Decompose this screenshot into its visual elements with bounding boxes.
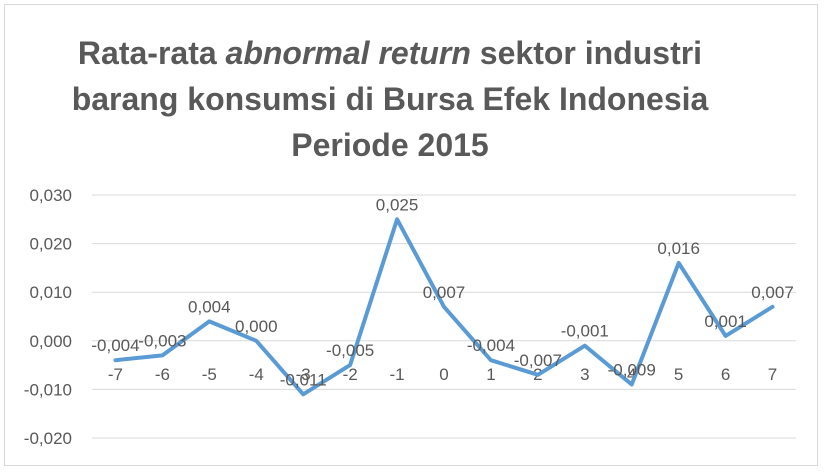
x-category-label: 7 [768,365,777,384]
y-axis-tick-labels: 0,030 0,020 0,010 0,000 -0,010 -0,020 [24,186,72,448]
data-point [161,354,163,356]
y-tick-label: 0,000 [29,332,72,351]
data-point [631,384,633,386]
x-category-label: -6 [155,365,170,384]
chart-title: Rata-rata abnormal return sektor industr… [0,30,780,168]
data-label: -0,007 [514,351,562,370]
y-tick-label: 0,010 [29,283,72,302]
title-text-italic: abnormal return [225,35,471,71]
data-point [396,218,398,220]
x-category-label: 0 [439,365,448,384]
data-label: -0,004 [467,336,515,355]
y-tick-label: 0,030 [29,186,72,205]
data-point [725,335,727,337]
x-category-label: 4 [627,365,636,384]
data-label: 0,007 [751,283,794,302]
data-point [255,340,257,342]
data-label: -0,009 [608,361,656,380]
data-point [772,306,774,308]
data-point [208,320,210,322]
data-label: -0,003 [138,331,186,350]
chart-title-line-2: barang konsumsi di Bursa Efek Indonesia [71,81,709,117]
data-label: -0,005 [326,341,374,360]
y-tick-label: -0,020 [24,429,72,448]
data-label: 0,000 [235,317,278,336]
data-label: -0,011 [280,370,327,389]
x-category-label: -7 [108,365,123,384]
data-point [114,359,116,361]
data-label: -0,004 [91,336,139,355]
x-axis-category-labels: -7 -6 -5 -4 -3 -2 -1 0 1 2 3 4 5 6 7 [108,365,777,384]
series-line-layer [113,217,775,397]
data-point [302,393,304,395]
title-text-plain: Rata-rata [77,35,226,71]
data-label: 0,007 [423,283,466,302]
chart-title-line-1: Rata-rata abnormal return sektor industr… [0,30,780,76]
data-label: 0,016 [657,239,700,258]
x-category-label: -4 [249,365,264,384]
data-label-layer: -0,004-0,0030,0040,000-0,011-0,0050,0250… [91,195,793,389]
x-category-label: -1 [390,365,405,384]
data-point [349,364,351,366]
data-point [490,359,492,361]
data-point [537,374,539,376]
data-point [443,306,445,308]
title-text-plain-end: sektor industri [470,35,703,71]
chart-title-line-3: Periode 2015 [291,127,489,163]
x-category-label: -3 [296,365,311,384]
y-tick-label: -0,010 [24,380,72,399]
data-point [584,345,586,347]
data-label: -0,001 [561,322,609,341]
x-category-label: -5 [202,365,217,384]
gridlines [92,194,796,439]
data-label: 0,004 [188,297,231,316]
data-label: 0,025 [376,195,419,214]
x-category-label: 6 [721,365,730,384]
x-category-label: 3 [580,365,589,384]
x-category-label: 1 [486,365,495,384]
y-tick-label: 0,020 [29,235,72,254]
data-label: 0,001 [704,312,747,331]
x-category-label: 5 [674,365,683,384]
data-point [678,262,680,264]
